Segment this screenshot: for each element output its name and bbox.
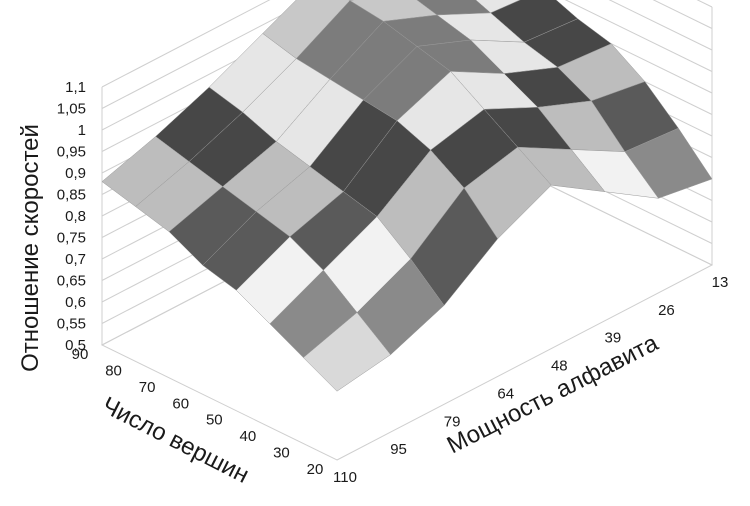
z-gridline (101, 0, 713, 109)
z-tick-label: 0,8 (65, 208, 86, 225)
alphabet-tick-label: 79 (444, 413, 461, 430)
alphabet-axis-title: Мощность алфавита (443, 329, 663, 459)
z-tick-label: 0,7 (65, 251, 86, 268)
alphabet-tick-label: 39 (605, 330, 622, 347)
alphabet-tick-label: 110 (333, 469, 357, 486)
vertex-tick-label: 70 (139, 379, 156, 396)
z-tick-label: 0,55 (57, 316, 86, 333)
alphabet-tick-label: 26 (658, 302, 675, 319)
vertex-tick-label: 90 (72, 346, 89, 363)
vertex-tick-label: 60 (172, 395, 189, 412)
z-tick-label: 0,65 (57, 273, 86, 290)
vertex-tick-label: 30 (273, 445, 290, 462)
z-tick-label: 0,95 (57, 144, 86, 161)
surface-plot (101, 0, 713, 392)
alphabet-tick-label: 13 (712, 274, 729, 291)
alphabet-tick-label: 48 (551, 358, 568, 375)
alphabet-axis-ticks: 13 26 39 48 64 79 95 110 (333, 274, 728, 486)
z-axis-ticks: 0,5 0,55 0,6 0,65 0,7 0,75 0,8 0,85 0,9 0,95 1 1,05… (57, 79, 86, 354)
z-axis-title: Отношение скоростей (17, 124, 44, 372)
surface-facet (303, 312, 391, 392)
z-tick-label: 0,75 (57, 230, 86, 247)
vertex-axis-ticks: 20 30 40 50 60 70 80 90 (72, 346, 324, 478)
z-tick-label: 0,9 (65, 165, 86, 182)
z-tick-label: 0,5 (65, 337, 86, 354)
z-tick-label: 0,6 (65, 294, 86, 311)
z-tick-label: 0,85 (57, 187, 86, 204)
vertex-tick-label: 50 (206, 412, 223, 429)
z-tick-label: 1,05 (57, 101, 86, 118)
vertex-tick-label: 20 (307, 461, 324, 478)
z-tick-label: 1,1 (65, 79, 86, 96)
alphabet-tick-label: 95 (390, 441, 407, 458)
vertex-tick-label: 80 (105, 362, 122, 379)
vertex-tick-label: 40 (240, 428, 257, 445)
z-gridline (101, 0, 713, 131)
alphabet-tick-label: 64 (497, 385, 514, 402)
z-tick-label: 1 (78, 122, 86, 139)
z-gridline (101, 0, 713, 88)
